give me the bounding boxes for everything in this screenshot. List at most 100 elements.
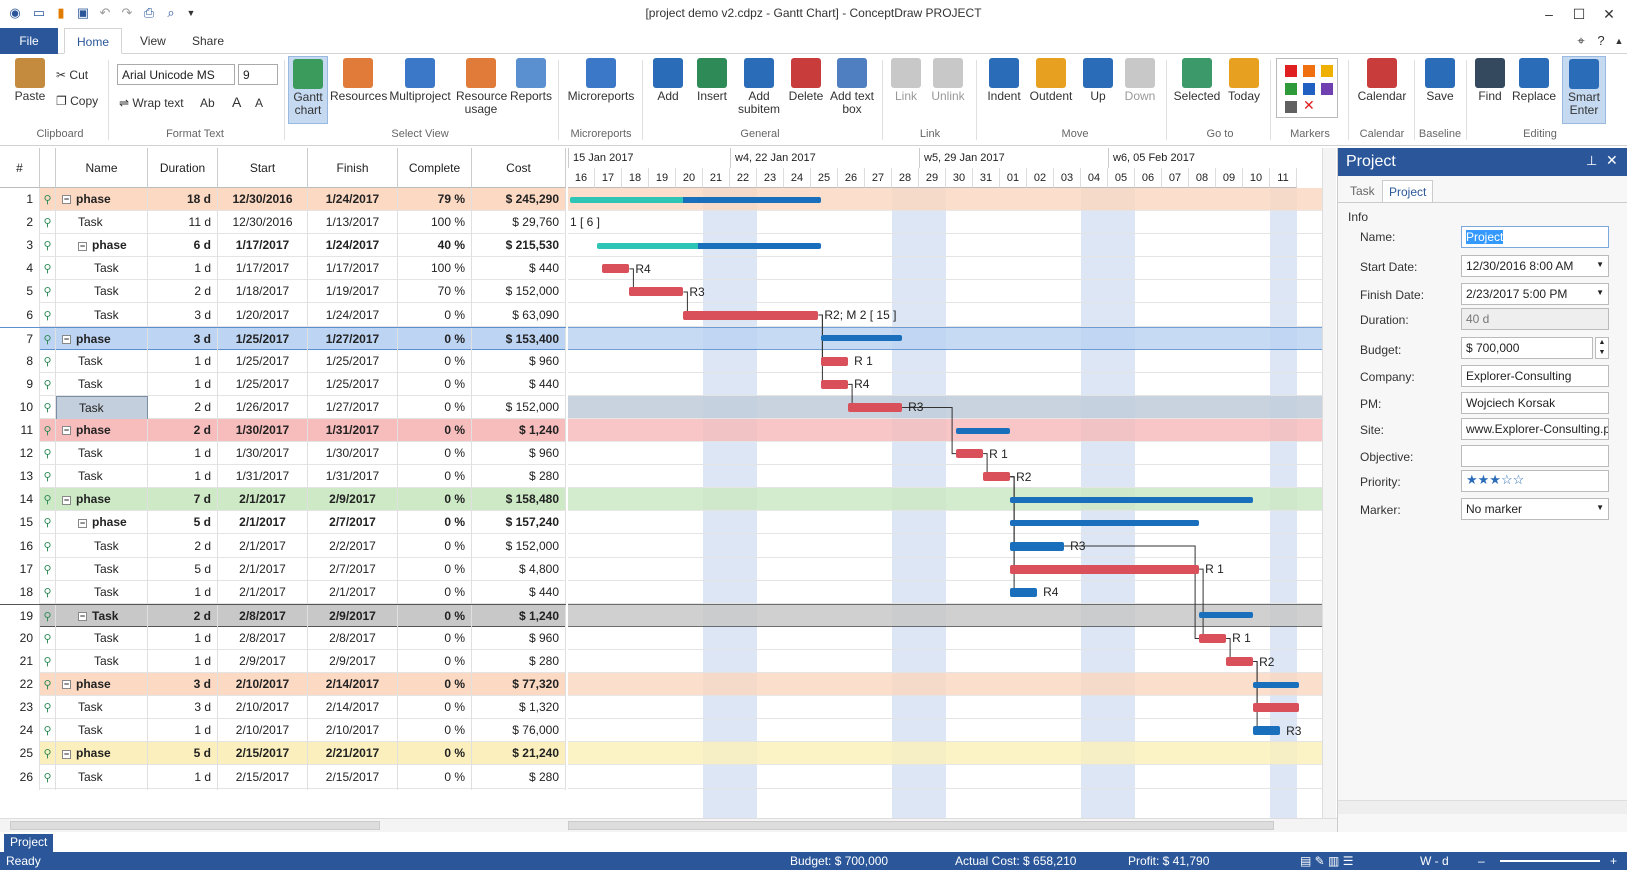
grow-font-icon[interactable]: A <box>232 94 242 110</box>
marker-gray-icon[interactable] <box>1285 101 1297 113</box>
multiproject-button[interactable]: Multiproject <box>388 58 452 103</box>
task-cost[interactable]: $ 77,320 <box>472 673 566 698</box>
col-header-num[interactable]: # <box>0 148 40 188</box>
col-header-start[interactable]: Start <box>218 148 308 188</box>
task-finish[interactable]: 2/8/2017 <box>308 626 398 651</box>
task-name[interactable]: Task <box>56 372 148 397</box>
task-duration[interactable]: 2 d <box>148 395 218 420</box>
task-complete[interactable]: 70 % <box>398 280 472 305</box>
table-row[interactable]: 14 ⚲ − phase 7 d 2/1/2017 2/9/2017 0 % $ 158,480 <box>0 488 566 513</box>
gantt-chart[interactable]: 15 Jan 2017 w4, 22 Jan 2017 w5, 29 Jan 201… <box>568 148 1322 818</box>
task-cost[interactable]: $ 440 <box>472 257 566 282</box>
dropdown-icon[interactable]: ▼ <box>1596 288 1604 297</box>
gantt-row[interactable] <box>568 304 1322 327</box>
table-row[interactable]: 1 ⚲ − phase 18 d 12/30/2016 1/24/2017 79 % $ 245… <box>0 188 566 212</box>
col-header-complete[interactable]: Complete <box>398 148 472 188</box>
summary-bar[interactable] <box>956 427 1011 434</box>
table-row[interactable]: 11 ⚲ − phase 2 d 1/30/2017 1/31/2017 0 % $ 1,240 <box>0 419 566 443</box>
task-name[interactable]: Task <box>56 395 148 420</box>
task-start[interactable]: 2/9/2017 <box>218 650 308 674</box>
task-finish[interactable]: 1/24/2017 <box>308 234 398 259</box>
task-start[interactable]: 2/15/2017 <box>218 742 308 767</box>
task-duration[interactable]: 5 d <box>148 742 218 767</box>
task-complete[interactable]: 0 % <box>398 696 472 721</box>
marker-red-icon[interactable] <box>1285 65 1297 77</box>
gantt-row[interactable] <box>568 419 1322 443</box>
task-cost[interactable]: $ 157,240 <box>472 511 566 536</box>
task-finish[interactable]: 2/15/2017 <box>308 765 398 790</box>
gantt-row[interactable] <box>568 603 1322 627</box>
task-finish[interactable]: 1/27/2017 <box>308 395 398 420</box>
task-bar[interactable] <box>1010 541 1065 551</box>
maximize-button[interactable]: ☐ <box>1572 6 1586 22</box>
task-name[interactable]: − phase <box>56 511 148 536</box>
row-number[interactable]: 3 <box>0 234 40 259</box>
print-preview-icon[interactable]: ⌕ <box>167 5 175 20</box>
col-header-cost[interactable]: Cost <box>472 148 566 188</box>
task-cost[interactable]: $ 280 <box>472 465 566 490</box>
budget-field[interactable]: $ 700,000 <box>1461 337 1593 359</box>
markers-gallery[interactable]: ✕ <box>1276 58 1338 118</box>
resource-usage-button[interactable]: Resource usage <box>456 58 507 116</box>
task-complete[interactable]: 0 % <box>398 395 472 420</box>
task-complete[interactable]: 0 % <box>398 303 472 328</box>
task-start[interactable]: 1/26/2017 <box>218 395 308 420</box>
collapse-toggle-icon[interactable]: − <box>62 194 71 205</box>
insert-button[interactable]: Insert <box>692 58 732 103</box>
task-finish[interactable]: 2/9/2017 <box>308 650 398 674</box>
calendar-button[interactable]: Calendar <box>1354 58 1410 103</box>
task-start[interactable]: 1/20/2017 <box>218 303 308 328</box>
indent-button[interactable]: Indent <box>984 58 1024 103</box>
task-start[interactable]: 12/30/2016 <box>218 211 308 236</box>
collapse-toggle-icon[interactable]: − <box>62 748 71 759</box>
table-row[interactable]: 10 ⚲ Task 2 d 1/26/2017 1/27/2017 0 % $ 152,000 <box>0 395 566 420</box>
gantt-row[interactable] <box>568 627 1322 650</box>
budget-spinner[interactable]: ▲ ▼ <box>1595 337 1609 359</box>
task-duration[interactable]: 1 d <box>148 442 218 467</box>
task-start[interactable]: 2/1/2017 <box>218 580 308 605</box>
task-finish[interactable]: 2/14/2017 <box>308 696 398 721</box>
collapse-toggle-icon[interactable]: − <box>78 611 87 622</box>
wrap-text-button[interactable]: ⇌ Wrap text <box>119 96 184 110</box>
row-number[interactable]: 20 <box>0 626 40 651</box>
task-duration[interactable]: 1 d <box>148 626 218 651</box>
task-duration[interactable]: 1 d <box>148 465 218 490</box>
table-row[interactable]: 6 ⚲ Task 3 d 1/20/2017 1/24/2017 0 % $ 63,090 <box>0 303 566 328</box>
row-number[interactable]: 7 <box>0 327 40 352</box>
task-start[interactable]: 2/8/2017 <box>218 626 308 651</box>
task-bar[interactable] <box>983 472 1011 482</box>
sheet-tab-project[interactable]: Project <box>4 834 54 852</box>
table-row[interactable]: 9 ⚲ Task 1 d 1/25/2017 1/25/2017 0 % $ 440 <box>0 372 566 397</box>
task-name[interactable]: − phase <box>56 188 148 212</box>
task-complete[interactable]: 0 % <box>398 419 472 443</box>
task-complete[interactable]: 0 % <box>398 534 472 559</box>
row-number[interactable]: 14 <box>0 488 40 513</box>
collapse-toggle-icon[interactable]: − <box>78 240 87 251</box>
task-cost[interactable]: $ 4,800 <box>472 557 566 582</box>
task-finish[interactable]: 2/14/2017 <box>308 673 398 698</box>
task-cost[interactable]: $ 76,000 <box>472 719 566 744</box>
row-number[interactable]: 4 <box>0 257 40 282</box>
table-row[interactable]: 3 ⚲ − phase 6 d 1/17/2017 1/24/2017 40 % $ 215,5… <box>0 234 566 259</box>
row-number[interactable]: 24 <box>0 719 40 744</box>
task-cost[interactable]: $ 960 <box>472 626 566 651</box>
task-cost[interactable]: $ 960 <box>472 349 566 374</box>
text-style-button[interactable]: Ab <box>200 96 215 110</box>
task-start[interactable]: 2/10/2017 <box>218 719 308 744</box>
view-mode-icons[interactable]: ▤ ✎ ▥ ☰ <box>1300 854 1354 868</box>
row-number[interactable]: 10 <box>0 395 40 420</box>
task-finish[interactable]: 1/13/2017 <box>308 211 398 236</box>
summary-bar[interactable] <box>821 335 903 342</box>
add-text-box-button[interactable]: Add text box <box>828 58 876 116</box>
gantt-row[interactable] <box>568 326 1322 350</box>
row-number[interactable]: 8 <box>0 349 40 374</box>
gantt-row[interactable] <box>568 188 1322 212</box>
undo-icon[interactable]: ↶ <box>99 5 111 20</box>
row-number[interactable]: 16 <box>0 534 40 559</box>
task-duration[interactable]: 3 d <box>148 327 218 352</box>
task-cost[interactable]: $ 960 <box>472 442 566 467</box>
gantt-row[interactable] <box>568 211 1322 235</box>
task-finish[interactable]: 1/25/2017 <box>308 349 398 374</box>
task-duration[interactable]: 1 d <box>148 765 218 790</box>
task-start[interactable]: 1/25/2017 <box>218 327 308 352</box>
